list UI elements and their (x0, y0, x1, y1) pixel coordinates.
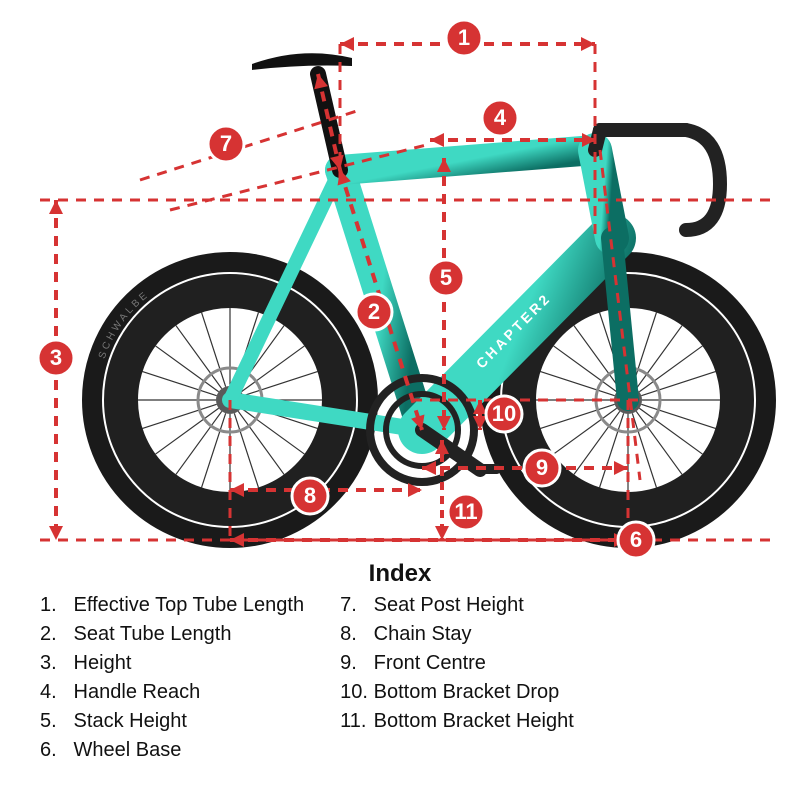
bike-geometry-infographic: SCHWALBES · ONECHAPTER21452738910116 Ind… (0, 0, 800, 800)
measurement-number: 2 (368, 299, 380, 324)
measurement-number: 10 (492, 401, 516, 426)
legend-item: 2. Seat Tube Length (40, 623, 304, 646)
legend-item: 3. Height (40, 652, 304, 675)
measurement-number: 8 (304, 483, 316, 508)
legend-item: 7. Seat Post Height (340, 594, 574, 617)
legend-item: 4. Handle Reach (40, 681, 304, 704)
measurement-10: 10 (473, 396, 522, 432)
legend-title: Index (0, 560, 800, 588)
measurement-number: 9 (536, 455, 548, 480)
measurement-number: 6 (630, 527, 642, 552)
measurement-number: 7 (220, 131, 232, 156)
legend-col-right: 7. Seat Post Height 8. Chain Stay 9. Front… (340, 594, 574, 762)
legend-item: 5. Stack Height (40, 710, 304, 733)
measurement-number: 4 (494, 105, 507, 130)
measurement-number: 3 (50, 345, 62, 370)
legend-item: 9. Front Centre (340, 652, 574, 675)
diagram-svg: SCHWALBES · ONECHAPTER21452738910116 (0, 0, 800, 560)
measurement-1: 1 (340, 20, 595, 56)
measurement-number: 5 (440, 265, 452, 290)
legend-item: 6. Wheel Base (40, 739, 304, 762)
legend-item: 8. Chain Stay (340, 623, 574, 646)
measurement-number: 1 (458, 25, 470, 50)
legend: Index 1. Effective Top Tube Length 2. Sea… (0, 560, 800, 762)
measurement-number: 11 (454, 499, 477, 524)
legend-item: 1. Effective Top Tube Length (40, 594, 304, 617)
measurement-3: 3 (38, 200, 74, 540)
legend-item: 11. Bottom Bracket Height (340, 710, 574, 733)
legend-col-left: 1. Effective Top Tube Length 2. Seat Tube… (40, 594, 304, 762)
legend-item: 10. Bottom Bracket Drop (340, 681, 574, 704)
